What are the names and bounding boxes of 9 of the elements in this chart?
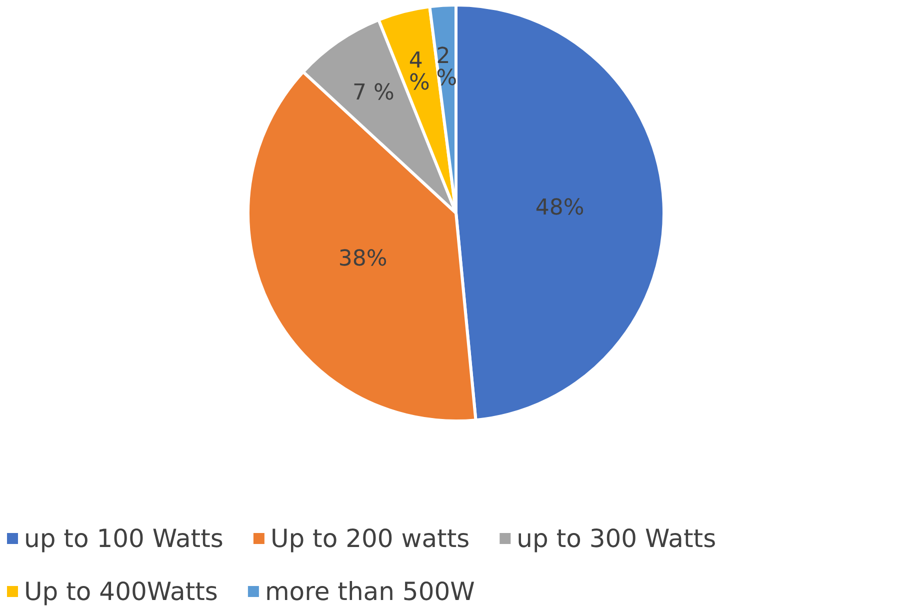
legend-label: more than 500W: [264, 577, 475, 606]
legend-label: up to 300 Watts: [516, 524, 716, 553]
legend-label: Up to 400Watts: [24, 577, 218, 606]
data-label: 38%: [338, 246, 388, 272]
data-label: 7 %: [352, 80, 394, 106]
legend-label: up to 100 Watts: [24, 524, 224, 553]
data-label: 48%: [535, 196, 584, 221]
legend-label: Up to 200 watts: [270, 524, 470, 553]
data-label: 4 %: [408, 48, 430, 96]
